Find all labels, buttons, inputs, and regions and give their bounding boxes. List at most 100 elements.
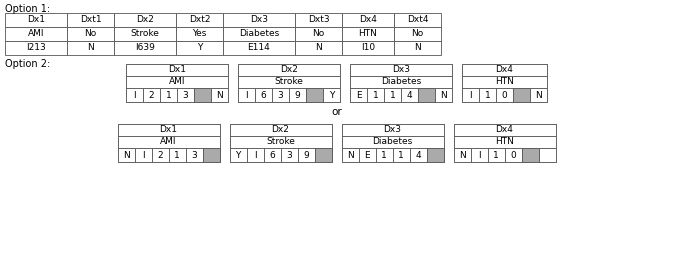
Bar (5, 13, 67, 27)
Text: No: No (411, 30, 423, 38)
Text: 3: 3 (182, 91, 188, 100)
Bar (462, 64, 547, 76)
Bar (229, 136, 332, 148)
Text: I: I (478, 150, 481, 160)
Text: I213: I213 (26, 44, 46, 52)
Bar (5, 27, 67, 41)
Bar (295, 27, 342, 41)
Text: N: N (315, 44, 322, 52)
Text: HTN: HTN (359, 30, 378, 38)
Text: 2: 2 (149, 91, 154, 100)
Bar (177, 88, 194, 102)
Bar (238, 88, 255, 102)
Bar (462, 76, 547, 88)
Text: I: I (133, 91, 136, 100)
Text: Dx3: Dx3 (250, 15, 268, 25)
Bar (118, 136, 219, 148)
Text: AMI: AMI (169, 78, 185, 86)
Text: 0: 0 (501, 91, 507, 100)
Bar (126, 76, 228, 88)
Bar (5, 41, 67, 55)
Text: 1: 1 (390, 91, 395, 100)
Text: 3: 3 (191, 150, 197, 160)
Bar (530, 88, 547, 102)
Bar (67, 27, 114, 41)
Bar (376, 148, 392, 162)
Text: Dx1: Dx1 (160, 126, 178, 134)
Text: N: N (535, 91, 542, 100)
Bar (264, 148, 281, 162)
Text: No: No (312, 30, 324, 38)
Bar (505, 148, 522, 162)
Bar (342, 41, 394, 55)
Bar (454, 124, 555, 162)
Bar (427, 148, 444, 162)
Text: 1: 1 (485, 91, 491, 100)
Text: Dx3: Dx3 (392, 65, 410, 75)
Text: N: N (440, 91, 447, 100)
Bar (151, 148, 168, 162)
Bar (246, 148, 264, 162)
Bar (114, 27, 176, 41)
Bar (160, 88, 177, 102)
Bar (289, 88, 306, 102)
Text: HTN: HTN (495, 78, 514, 86)
Bar (418, 88, 435, 102)
Bar (350, 88, 367, 102)
Bar (118, 124, 219, 136)
Text: Dx4: Dx4 (495, 65, 513, 75)
Bar (342, 27, 394, 41)
Bar (223, 27, 295, 41)
Text: E114: E114 (248, 44, 271, 52)
Text: Option 1:: Option 1: (5, 4, 50, 14)
Text: N: N (347, 150, 353, 160)
Bar (454, 124, 555, 136)
Bar (454, 148, 470, 162)
Text: Dx3: Dx3 (384, 126, 402, 134)
Bar (454, 136, 555, 148)
Bar (135, 148, 151, 162)
Text: 3: 3 (286, 150, 292, 160)
Bar (194, 88, 211, 102)
Text: I: I (254, 150, 256, 160)
Text: 4: 4 (406, 91, 413, 100)
Bar (255, 88, 272, 102)
Bar (522, 148, 538, 162)
Bar (168, 148, 186, 162)
Text: Dx4: Dx4 (359, 15, 377, 25)
Bar (143, 88, 160, 102)
Bar (394, 41, 441, 55)
Bar (203, 148, 219, 162)
Text: N: N (458, 150, 465, 160)
Bar (306, 88, 323, 102)
Bar (272, 88, 289, 102)
Bar (342, 13, 394, 27)
Bar (223, 13, 295, 27)
Text: Dx2: Dx2 (280, 65, 298, 75)
Text: Stroke: Stroke (131, 30, 160, 38)
Text: 9: 9 (295, 91, 300, 100)
Bar (513, 88, 530, 102)
Bar (384, 88, 401, 102)
Text: 0: 0 (510, 150, 516, 160)
Bar (126, 64, 228, 102)
Text: 1: 1 (166, 91, 172, 100)
Bar (229, 124, 332, 136)
Bar (126, 88, 143, 102)
Bar (323, 88, 340, 102)
Text: 1: 1 (493, 150, 499, 160)
Text: Stroke: Stroke (266, 137, 295, 147)
Text: Dx2: Dx2 (136, 15, 154, 25)
Text: 2: 2 (157, 150, 163, 160)
Text: Dxt1: Dxt1 (79, 15, 102, 25)
Text: N: N (414, 44, 421, 52)
Bar (176, 27, 223, 41)
Bar (297, 148, 314, 162)
Text: 3: 3 (278, 91, 283, 100)
Text: E: E (364, 150, 369, 160)
Bar (496, 88, 513, 102)
Bar (229, 148, 246, 162)
Text: 6: 6 (260, 91, 267, 100)
Bar (479, 88, 496, 102)
Bar (229, 124, 332, 162)
